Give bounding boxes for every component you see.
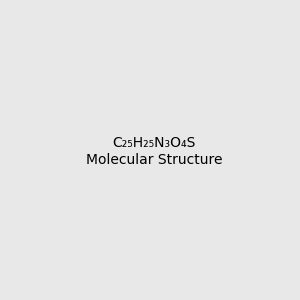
Text: C₂₅H₂₅N₃O₄S
Molecular Structure: C₂₅H₂₅N₃O₄S Molecular Structure <box>85 136 222 166</box>
